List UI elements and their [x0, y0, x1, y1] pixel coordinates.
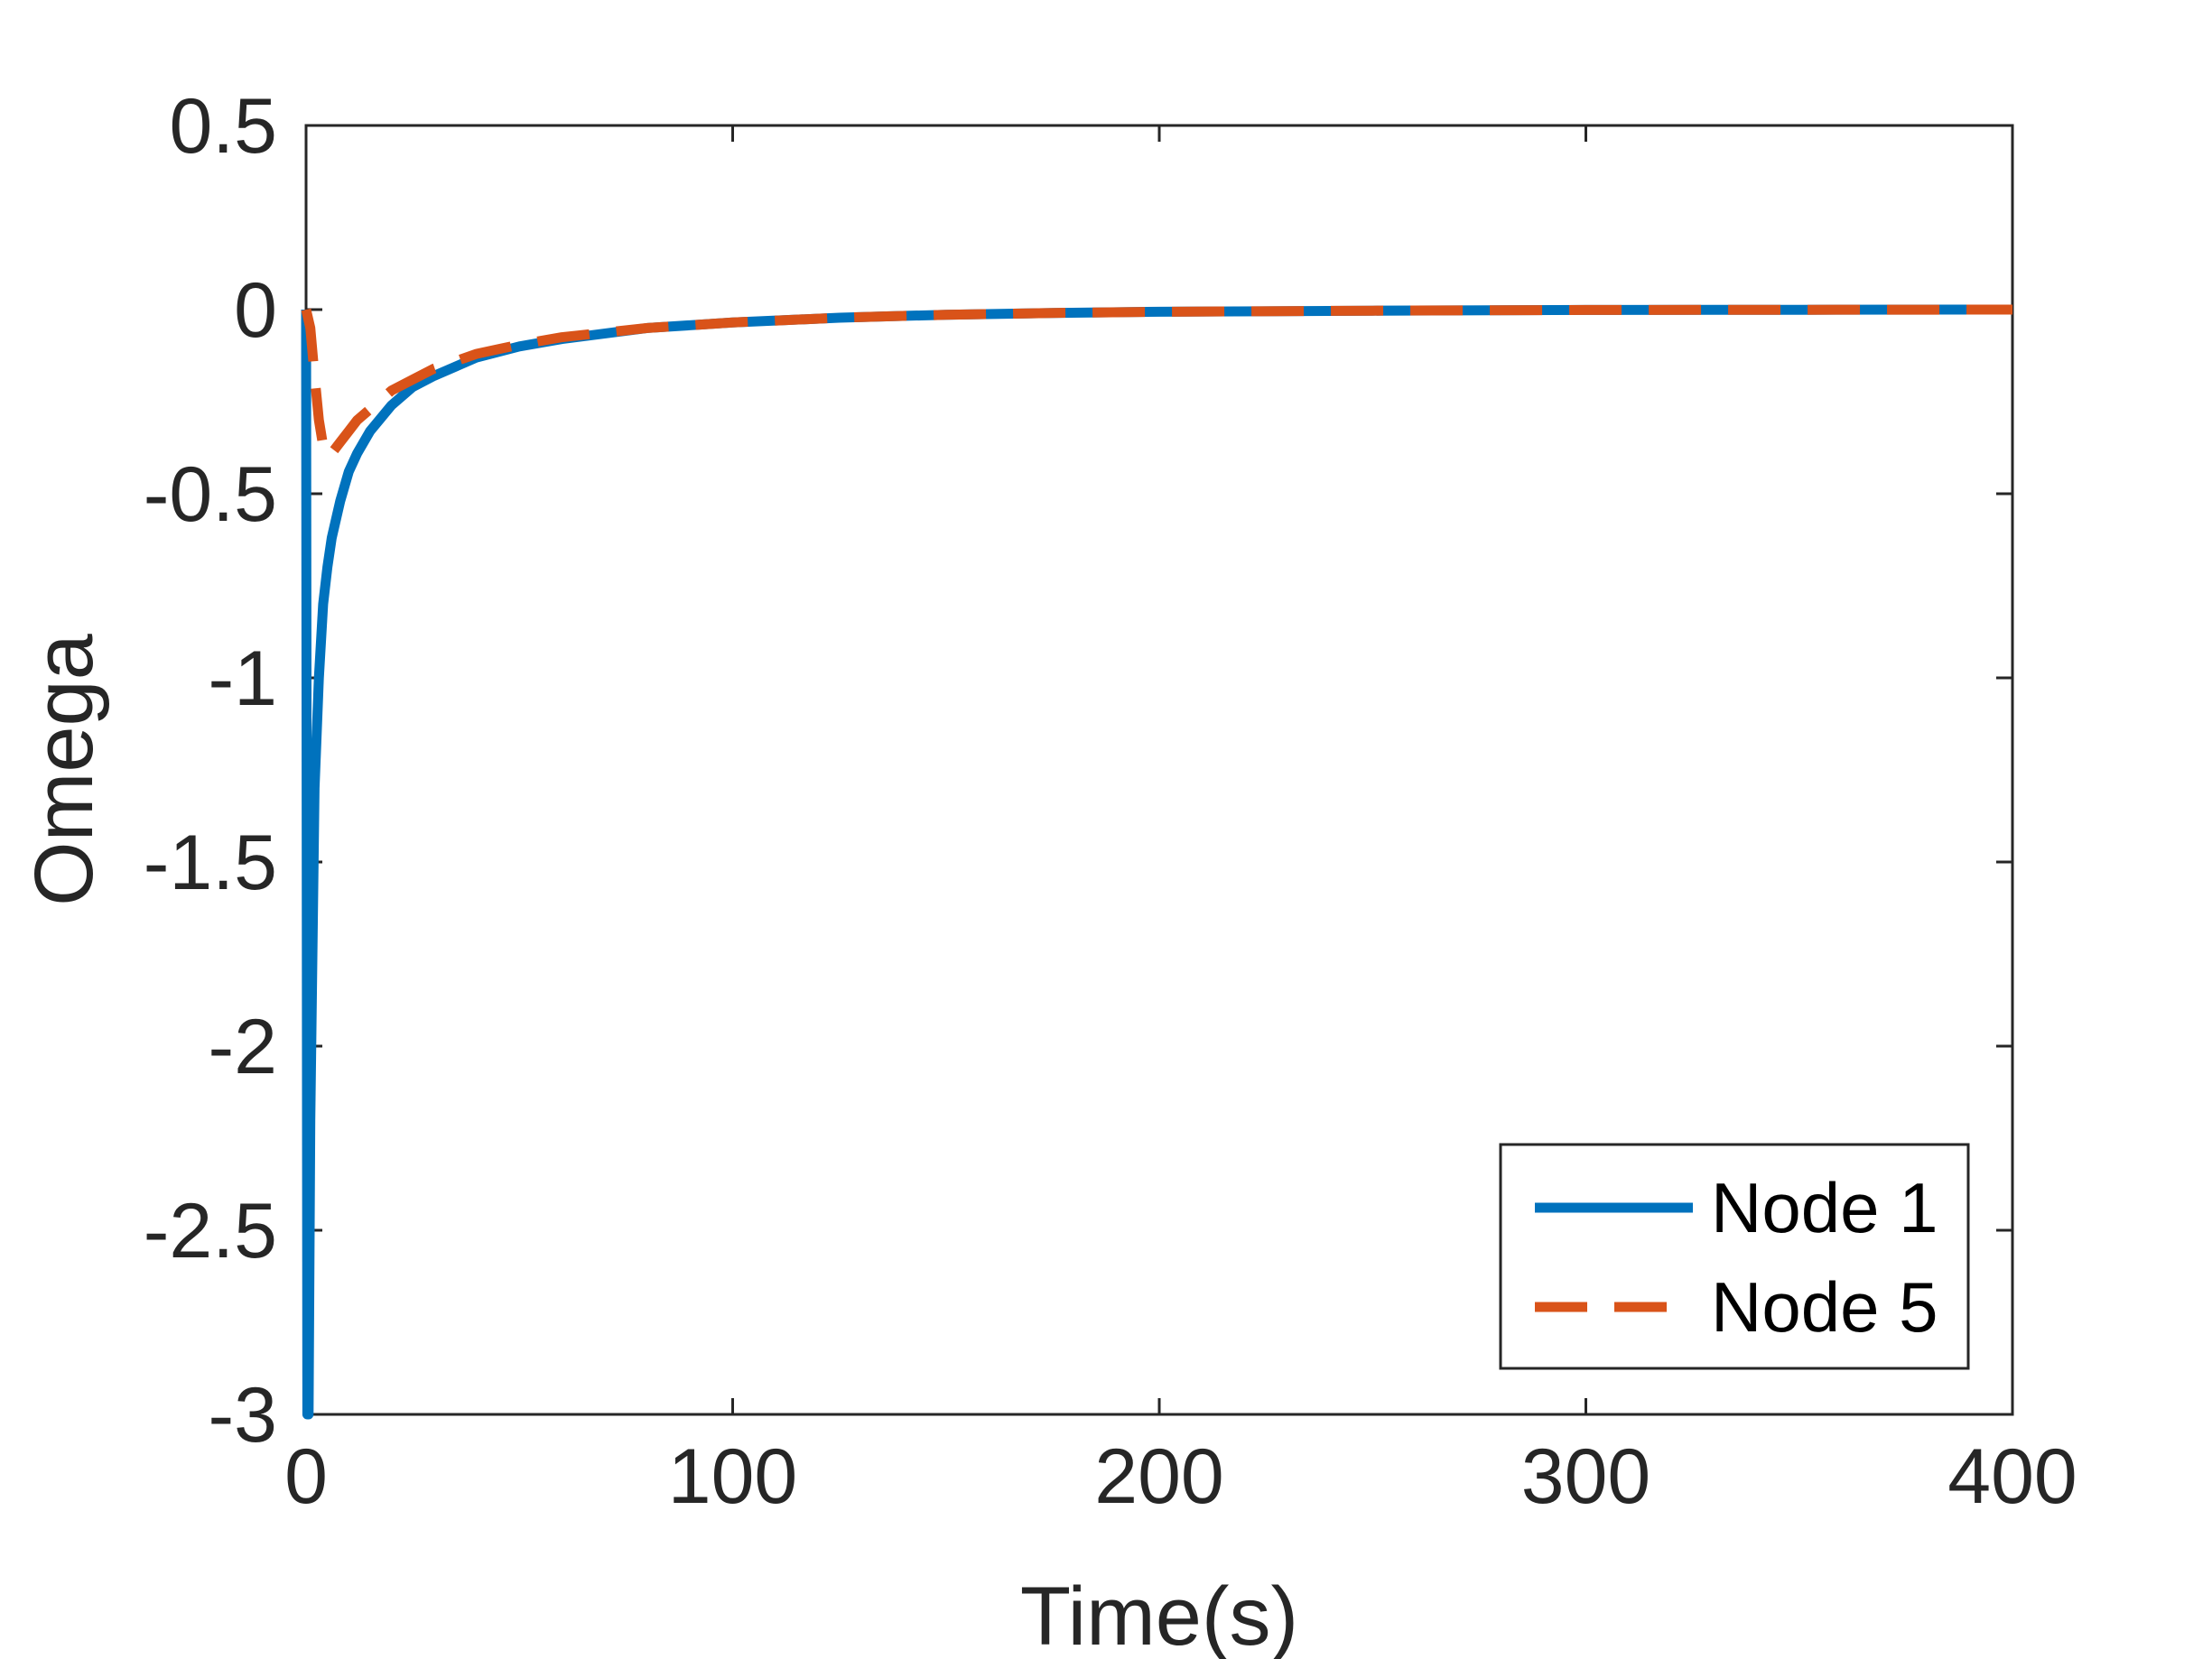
y-tick-label: -2: [209, 1004, 277, 1090]
legend-box: [1499, 1143, 1970, 1370]
series-layer: [301, 304, 2013, 1420]
series-line-node-5: [301, 304, 2013, 462]
y-axis-label: Omega: [18, 633, 110, 906]
y-tick-label: -1: [209, 635, 277, 722]
y-tick-labels: 0.5 0 -0.5 -1 -1.5 -2 -2.5 -3: [144, 83, 277, 1459]
x-tick-labels: 0 100 200 300 400: [284, 1433, 2077, 1520]
legend-label-node-1: Node 1: [1711, 1168, 1938, 1247]
x-tick-label: 100: [668, 1433, 798, 1520]
legend: Node 1 Node 5: [1499, 1143, 1970, 1370]
y-tick-label: -2.5: [144, 1188, 277, 1274]
legend-label-node-5: Node 5: [1711, 1267, 1938, 1347]
x-axis-label: Time(s): [1020, 1571, 1298, 1659]
x-tick-label: 0: [284, 1433, 328, 1520]
y-tick-label: 0.5: [169, 83, 277, 170]
y-tick-label: 0: [234, 267, 277, 354]
y-tick-label: -1.5: [144, 820, 277, 906]
x-tick-label: 300: [1521, 1433, 1651, 1520]
series-line-node-1: [301, 304, 2013, 1420]
x-tick-label: 400: [1947, 1433, 2077, 1520]
x-tick-label: 200: [1094, 1433, 1224, 1520]
y-tick-label: -0.5: [144, 451, 277, 538]
y-tick-label: -3: [209, 1372, 277, 1459]
